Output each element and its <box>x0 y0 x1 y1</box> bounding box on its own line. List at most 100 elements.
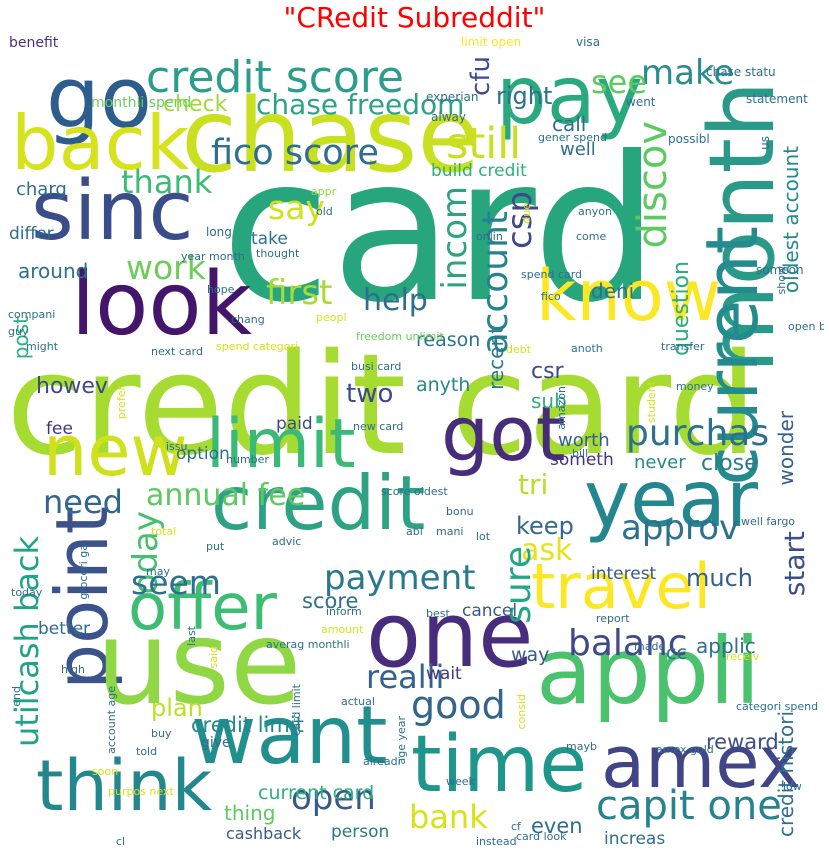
cloud-word: well <box>560 139 596 160</box>
cloud-word: worth <box>558 430 610 451</box>
cloud-word: fico <box>541 290 561 303</box>
cloud-word: bank <box>409 798 488 836</box>
page-title: "CRedit Subreddit" <box>283 1 546 34</box>
cloud-word: cl <box>116 835 126 848</box>
cloud-word: make <box>641 53 735 93</box>
cloud-word: credit card <box>6 324 758 487</box>
cloud-word: howev <box>36 374 108 399</box>
cloud-word: went <box>626 95 656 109</box>
cloud-word: much <box>686 564 753 592</box>
cloud-word: compani <box>8 308 56 321</box>
cloud-word: might <box>26 340 59 353</box>
cloud-word: next card <box>151 345 203 358</box>
cloud-word: seem <box>131 563 221 602</box>
cloud-word: even <box>531 814 583 838</box>
cloud-word: cf <box>511 820 521 833</box>
cloud-word: reward <box>706 730 779 754</box>
cloud-word: capit one <box>596 783 782 829</box>
cloud-word: credit limit <box>191 713 304 737</box>
cloud-word: call <box>552 112 587 136</box>
cloud-word: take <box>251 229 288 249</box>
cloud-word: option <box>176 444 230 464</box>
cloud-word: appr <box>311 185 337 198</box>
cloud-word: fico score <box>211 133 379 173</box>
cloud-word: report <box>596 612 630 625</box>
cloud-word: amex gold <box>656 743 714 756</box>
cloud-word: good <box>411 683 506 727</box>
cloud-word: buy <box>151 727 172 740</box>
cloud-word: freedom unlimit <box>356 330 444 343</box>
cloud-word: consid <box>515 694 528 730</box>
cloud-word: well fargo <box>741 515 796 528</box>
cloud-word: thank <box>121 163 213 201</box>
cloud-word: show <box>775 266 788 295</box>
cloud-word: experian <box>426 90 479 104</box>
cloud-word: amazon <box>555 386 568 430</box>
cloud-word: want <box>191 689 388 782</box>
cloud-word: start <box>778 531 811 597</box>
cloud-word: old <box>316 205 333 218</box>
cloud-word: sinc <box>31 164 194 259</box>
cloud-word: travel <box>531 550 711 623</box>
cloud-word: cashback <box>226 824 302 843</box>
cloud-word: end <box>10 686 23 707</box>
cloud-word: incom <box>435 186 475 290</box>
cloud-word: anyon <box>578 205 612 218</box>
cloud-word: cc <box>666 642 687 664</box>
cloud-word: total <box>151 525 177 538</box>
cloud-word: new card <box>353 420 404 433</box>
cloud-word: lot <box>476 530 491 543</box>
cloud-word: transfer <box>661 340 705 353</box>
cloud-word: limit <box>206 405 356 484</box>
cloud-word: charg <box>16 179 67 200</box>
cloud-word: check <box>163 92 228 117</box>
cloud-word: current card <box>258 782 375 804</box>
cloud-word: may <box>146 565 170 578</box>
cloud-word: purchas <box>626 413 770 454</box>
cloud-word: fee <box>46 419 73 439</box>
cloud-word: possibl <box>668 132 710 146</box>
cloud-word: someon <box>756 263 804 277</box>
cloud-word: visa <box>576 36 601 49</box>
cloud-word: increas <box>604 829 666 849</box>
cloud-word: account age <box>105 686 118 754</box>
cloud-word: chase <box>181 77 481 196</box>
cloud-word: busi card <box>351 360 402 373</box>
cloud-word: spend card <box>521 268 583 281</box>
cloud-word: keep <box>516 512 574 540</box>
cloud-word: one <box>366 583 534 688</box>
cloud-word: credit histori <box>774 711 798 838</box>
cloud-word: us <box>758 136 772 150</box>
cloud-word: peopl <box>316 311 347 324</box>
cloud-word: alreadi <box>363 755 401 768</box>
cloud-word: amount <box>321 623 364 636</box>
cloud-word: realli <box>366 658 445 696</box>
cloud-word: today <box>11 586 43 599</box>
cloud-word: mayb <box>566 740 597 753</box>
cloud-word: csr <box>531 359 564 384</box>
cloud-word: credit <box>211 459 426 547</box>
cloud-word: abl <box>406 525 423 538</box>
cloud-word: thing <box>224 801 276 825</box>
cloud-word: offer <box>128 571 277 645</box>
cloud-word: due <box>520 203 533 224</box>
cloud-word: prefer <box>115 386 128 420</box>
cloud-word: guy <box>8 325 29 338</box>
cloud-word: put <box>206 540 225 553</box>
cloud-word: interest <box>591 564 657 584</box>
cloud-word: chang <box>231 313 265 326</box>
cloud-word: close <box>701 451 758 476</box>
cloud-word: balanc <box>568 623 688 664</box>
cloud-word: time <box>411 720 588 810</box>
cloud-word: spend categori <box>216 340 299 353</box>
cloud-word: approv <box>621 508 740 548</box>
cloud-word: advic <box>272 535 302 548</box>
cloud-word: still <box>446 119 522 169</box>
word-cloud: card credit card chase pay go month credit sco… <box>6 36 824 854</box>
cloud-word: debt <box>506 343 532 356</box>
cloud-word: score <box>302 589 359 613</box>
cloud-word: wait <box>426 664 462 684</box>
cloud-word: groceri ga <box>77 544 90 600</box>
cloud-word: recent <box>484 326 508 390</box>
cloud-word: onlin <box>476 230 503 243</box>
